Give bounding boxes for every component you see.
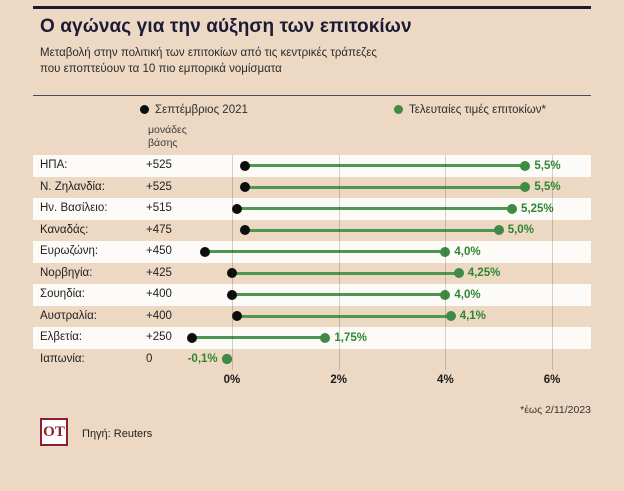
end-point bbox=[453, 268, 464, 279]
chart-row: Σουηδία: +400 4,0% bbox=[33, 284, 591, 306]
x-tick-label: 2% bbox=[330, 374, 347, 386]
dumbbell-line bbox=[231, 271, 459, 275]
green-dot-icon bbox=[394, 105, 403, 114]
country-label: Ιαπωνία: bbox=[40, 352, 85, 365]
rate-label: 4,0% bbox=[454, 245, 481, 258]
rate-label: 5,25% bbox=[521, 202, 554, 215]
subtitle-line-1: Μεταβολή στην πολιτική των επιτοκίων από… bbox=[40, 47, 377, 59]
x-tick-label: 0% bbox=[223, 374, 241, 386]
start-point bbox=[186, 332, 197, 343]
end-point bbox=[440, 289, 451, 300]
page-title: Ο αγώνας για την αύξηση των επιτοκίων bbox=[40, 16, 412, 37]
footnote: *έως 2/11/2023 bbox=[520, 404, 591, 416]
end-point bbox=[320, 332, 331, 343]
dumbbell-line bbox=[191, 336, 326, 340]
end-point bbox=[493, 225, 504, 236]
rate-label: -0,1% bbox=[187, 353, 218, 366]
end-point bbox=[221, 354, 232, 365]
end-point bbox=[445, 311, 456, 322]
rate-label: 1,75% bbox=[334, 331, 367, 344]
chart-row: Ιαπωνία: 0 -0,1% bbox=[33, 349, 591, 371]
x-tick-label: 4% bbox=[437, 374, 454, 386]
dumbbell-line bbox=[205, 250, 446, 254]
country-label: Ελβετία: bbox=[40, 331, 83, 343]
subtitle-line-2: που εποπτεύουν τα 10 πιο εμπορικά νομίσμ… bbox=[40, 63, 282, 75]
country-label: Ευρωζώνη: bbox=[40, 245, 99, 257]
start-point bbox=[226, 268, 237, 279]
bp-change-value: +515 bbox=[146, 202, 172, 214]
chart-row: Νορβηγία: +425 4,25% bbox=[33, 263, 591, 285]
chart-rows: ΗΠΑ: +525 5,5% Ν. Ζηλανδία: +525 5,5% Ην. Βασί… bbox=[33, 155, 591, 370]
chart-row: Ευρωζώνη: +450 4,0% bbox=[33, 241, 591, 263]
header-divider bbox=[33, 95, 591, 96]
chart-row: Ελβετία: +250 1,75% bbox=[33, 327, 591, 349]
chart-row: ΗΠΑ: +525 5,5% bbox=[33, 155, 591, 177]
legend-end-label: Τελευταίες τιμές επιτοκίων* bbox=[409, 104, 546, 116]
bp-change-value: +425 bbox=[146, 266, 172, 279]
chart-row: Ν. Ζηλανδία: +525 5,5% bbox=[33, 177, 591, 199]
end-point bbox=[440, 246, 451, 257]
start-point bbox=[240, 160, 251, 171]
start-point bbox=[200, 246, 211, 257]
end-point bbox=[520, 182, 531, 193]
dumbbell-line bbox=[237, 314, 451, 318]
dumbbell-chart: ΗΠΑ: +525 5,5% Ν. Ζηλανδία: +525 5,5% Ην. Βασί… bbox=[33, 155, 591, 395]
rate-label: 4,1% bbox=[459, 310, 486, 323]
rate-label: 5,5% bbox=[534, 181, 561, 194]
legend-start-label: Σεπτέμβριος 2021 bbox=[155, 104, 248, 116]
country-label: ΗΠΑ: bbox=[40, 159, 68, 171]
top-rule bbox=[33, 6, 591, 9]
chart-row: Ην. Βασίλειο: +515 5,25% bbox=[33, 198, 591, 220]
start-point bbox=[232, 203, 243, 214]
dumbbell-line bbox=[245, 164, 526, 168]
x-tick-label: 6% bbox=[543, 374, 561, 386]
rate-label: 5,5% bbox=[534, 159, 561, 172]
bp-change-value: +250 bbox=[146, 331, 172, 343]
bp-change-value: +475 bbox=[146, 223, 172, 236]
dumbbell-line bbox=[237, 207, 513, 211]
start-point bbox=[226, 289, 237, 300]
country-label: Ν. Ζηλανδία: bbox=[40, 180, 105, 193]
start-point bbox=[240, 182, 251, 193]
bp-change-value: +525 bbox=[146, 159, 172, 171]
end-point bbox=[520, 160, 531, 171]
bp-change-value: +400 bbox=[146, 309, 172, 322]
rate-label: 4,0% bbox=[454, 288, 481, 301]
start-point bbox=[232, 311, 243, 322]
dumbbell-line bbox=[245, 228, 499, 232]
source-credit: Πηγή: Reuters bbox=[82, 428, 153, 440]
chart-row: Αυστραλία: +400 4,1% bbox=[33, 306, 591, 328]
bp-change-value: +525 bbox=[146, 180, 172, 193]
unit-label: μονάδες βάσης bbox=[148, 124, 187, 149]
country-label: Νορβηγία: bbox=[40, 266, 93, 279]
country-label: Ην. Βασίλειο: bbox=[40, 202, 108, 214]
subtitle: Μεταβολή στην πολιτική των επιτοκίων από… bbox=[40, 45, 377, 77]
dumbbell-line bbox=[231, 293, 446, 297]
legend-end: Τελευταίες τιμές επιτοκίων* bbox=[394, 104, 546, 116]
country-label: Σουηδία: bbox=[40, 288, 85, 300]
dumbbell-line bbox=[245, 185, 526, 189]
legend-start: Σεπτέμβριος 2021 bbox=[140, 104, 248, 116]
black-dot-icon bbox=[140, 105, 149, 114]
bp-change-value: +450 bbox=[146, 245, 172, 257]
bp-change-value: 0 bbox=[146, 352, 153, 365]
country-label: Καναδάς: bbox=[40, 223, 89, 236]
chart-row: Καναδάς: +475 5,0% bbox=[33, 220, 591, 242]
country-label: Αυστραλία: bbox=[40, 309, 97, 322]
start-point bbox=[240, 225, 251, 236]
ot-logo: OT bbox=[40, 418, 68, 446]
bp-change-value: +400 bbox=[146, 288, 172, 300]
rate-label: 5,0% bbox=[507, 224, 534, 237]
end-point bbox=[507, 203, 518, 214]
rate-label: 4,25% bbox=[467, 267, 501, 280]
x-axis: 0% 2% 4% 6% bbox=[33, 374, 591, 392]
